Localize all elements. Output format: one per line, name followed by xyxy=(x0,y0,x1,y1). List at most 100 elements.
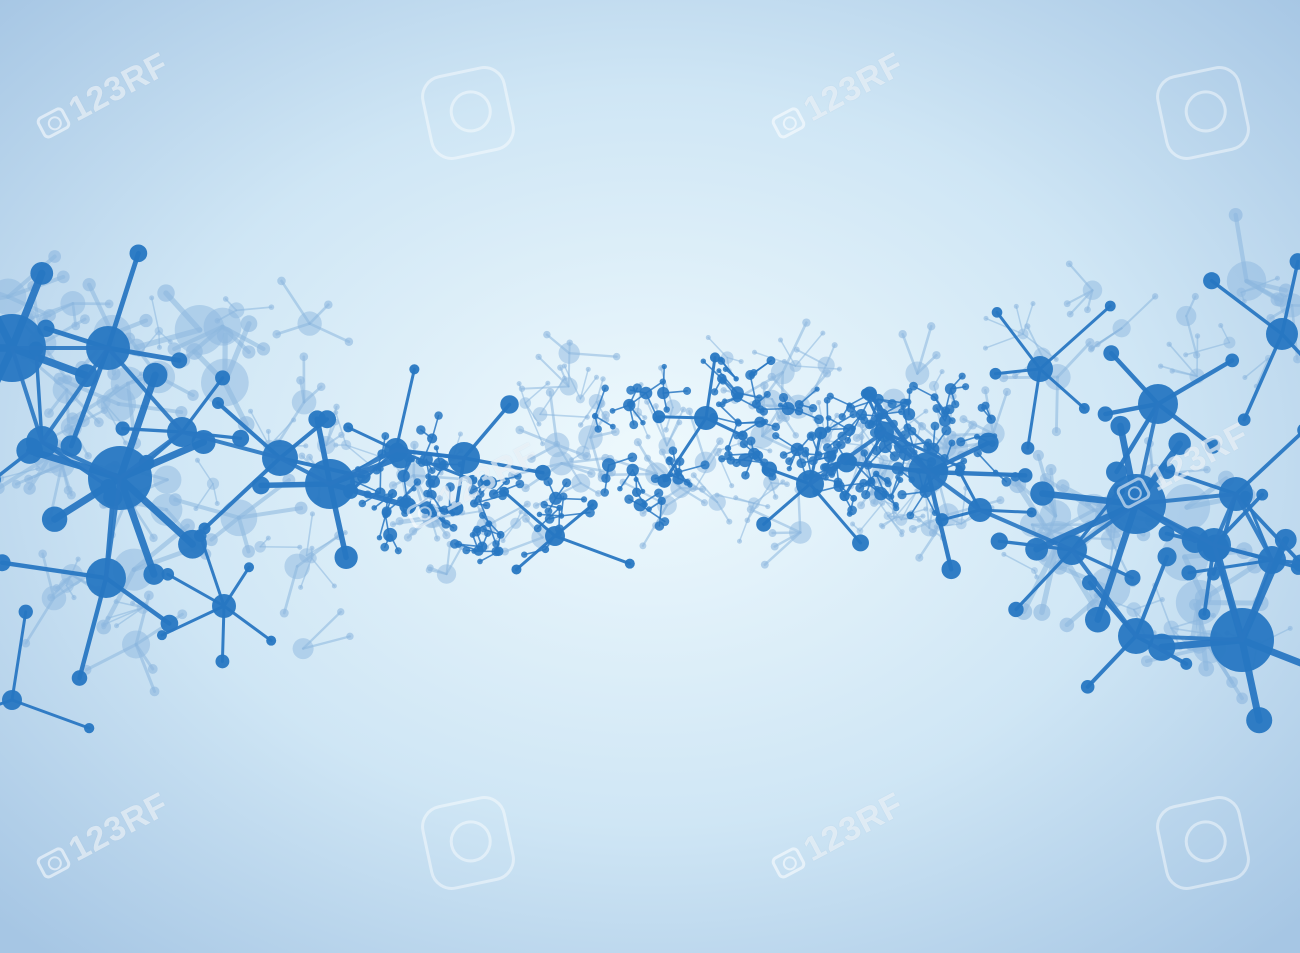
atom xyxy=(0,554,11,572)
atom xyxy=(1002,387,1011,396)
atom xyxy=(559,492,568,501)
atom xyxy=(642,415,648,421)
atom xyxy=(83,722,95,734)
atom xyxy=(962,383,970,391)
atom xyxy=(1080,680,1095,694)
atom xyxy=(1078,403,1090,414)
atom xyxy=(880,524,886,530)
bond xyxy=(553,534,632,566)
atom xyxy=(427,475,440,488)
atom xyxy=(1045,464,1057,476)
bond xyxy=(978,508,1074,552)
atom xyxy=(454,540,463,548)
atom xyxy=(38,549,47,559)
atom xyxy=(601,384,609,392)
bond xyxy=(720,360,737,380)
atom xyxy=(1157,547,1177,567)
atom xyxy=(256,342,271,356)
atom xyxy=(990,532,1008,550)
atom xyxy=(737,538,743,544)
atom xyxy=(860,449,868,457)
atom xyxy=(175,405,188,419)
atom xyxy=(920,519,938,537)
atom xyxy=(562,375,568,381)
atom xyxy=(1194,333,1201,339)
atom xyxy=(847,505,857,516)
atom xyxy=(63,423,74,434)
atom xyxy=(920,513,926,519)
atom xyxy=(808,432,815,439)
atom xyxy=(897,476,904,483)
atom xyxy=(123,440,129,446)
atom xyxy=(1193,351,1201,359)
atom xyxy=(1066,310,1074,318)
atom xyxy=(1176,305,1197,327)
atom xyxy=(316,382,326,392)
atom xyxy=(833,477,843,487)
atom xyxy=(423,489,431,498)
atom xyxy=(893,505,900,512)
atom xyxy=(595,490,602,497)
bond xyxy=(10,610,28,702)
atom xyxy=(154,326,164,336)
bond xyxy=(394,367,416,452)
atom xyxy=(838,413,846,421)
atom xyxy=(193,529,207,542)
atom xyxy=(826,392,834,400)
atom xyxy=(756,405,765,414)
atom xyxy=(666,456,673,462)
atom xyxy=(733,376,739,382)
atom xyxy=(558,342,580,364)
bond xyxy=(278,456,332,486)
atom xyxy=(784,481,790,488)
atom xyxy=(794,406,804,416)
atom xyxy=(609,423,616,430)
atom xyxy=(23,482,36,495)
atom xyxy=(436,564,457,584)
bond xyxy=(328,448,398,486)
atom xyxy=(705,335,711,341)
atom xyxy=(657,473,672,488)
atom xyxy=(344,337,354,347)
atom xyxy=(284,553,311,580)
atom xyxy=(710,388,719,396)
bond xyxy=(102,606,144,626)
atom xyxy=(588,393,605,410)
atom xyxy=(825,415,832,421)
atom xyxy=(167,342,181,356)
atom xyxy=(248,408,254,414)
atom xyxy=(1053,356,1059,362)
atom xyxy=(0,482,5,495)
atom xyxy=(268,304,275,310)
atom xyxy=(1059,617,1075,633)
atom xyxy=(343,422,354,433)
atom xyxy=(171,352,188,369)
atom xyxy=(156,344,162,350)
atom xyxy=(376,535,383,541)
atom xyxy=(1025,537,1049,561)
bond xyxy=(249,410,270,447)
atom xyxy=(309,511,315,517)
atom xyxy=(297,544,303,550)
atom xyxy=(836,366,842,372)
atom xyxy=(139,313,153,328)
atom xyxy=(214,500,220,506)
atom xyxy=(156,630,167,641)
atom xyxy=(899,529,905,535)
atom xyxy=(750,369,758,377)
atom xyxy=(923,408,929,414)
atom xyxy=(738,359,744,365)
atom xyxy=(748,447,761,460)
atom xyxy=(515,425,525,435)
atom xyxy=(428,467,436,475)
atom xyxy=(640,420,646,426)
atom xyxy=(624,558,635,569)
bond xyxy=(1244,357,1270,379)
atom xyxy=(883,511,892,520)
atom xyxy=(130,600,136,606)
atom xyxy=(397,469,410,483)
atom xyxy=(850,494,858,502)
bond xyxy=(138,330,160,356)
bond xyxy=(1212,543,1244,642)
